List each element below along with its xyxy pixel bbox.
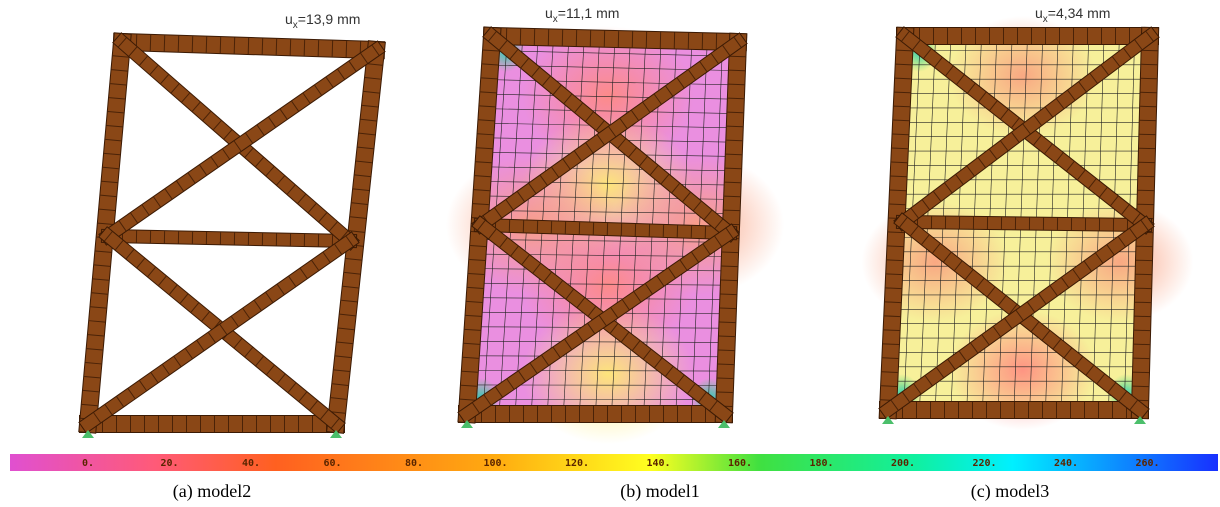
colorbar-label: 60.: [323, 458, 341, 469]
caption: (b) model1: [620, 481, 699, 502]
caption: (c) model3: [971, 481, 1049, 502]
colorbar-label: 240.: [1054, 458, 1078, 469]
beam: [481, 225, 730, 233]
symbol: u: [545, 5, 553, 21]
beam: [903, 222, 1145, 225]
displacement-label: ux=4,34 mm: [1035, 5, 1110, 25]
colorbar-label: 100.: [483, 458, 507, 469]
colorbar-label: 160.: [728, 458, 752, 469]
value: =4,34 mm: [1048, 5, 1111, 21]
colorbar-label: 20.: [160, 458, 178, 469]
captions: (a) model2 (b) model1 (c) model3: [173, 481, 1049, 502]
displacement-label: ux=11,1 mm: [545, 5, 619, 25]
panels: [82, 16, 1194, 444]
value: =13,9 mm: [298, 11, 361, 27]
colorbar-label: 200.: [891, 458, 915, 469]
caption: (a) model2: [173, 481, 251, 502]
colorbar-label: 140.: [646, 458, 670, 469]
frame-model: [82, 42, 376, 438]
colorbar-label: 40.: [242, 458, 260, 469]
colorbar-label: 180.: [809, 458, 833, 469]
beam: [492, 36, 738, 42]
symbol: u: [285, 11, 293, 27]
displacement-label: ux=13,9 mm: [285, 11, 360, 31]
figure: 0. 20. 40. 60. 80. 100. 120. 140. 160. 180. 200. 22…: [0, 0, 1220, 507]
colorbar-label: 0.: [82, 458, 94, 469]
colorbar-label: 120.: [565, 458, 589, 469]
colorbar-label: 260.: [1135, 458, 1159, 469]
colorbar-label: 80.: [405, 458, 423, 469]
value: =11,1 mm: [558, 5, 620, 21]
colorbar: [10, 454, 1218, 471]
frame-model: [446, 26, 784, 444]
colorbar-label: 220.: [972, 458, 996, 469]
symbol: u: [1035, 5, 1043, 21]
frame-model: [862, 16, 1194, 430]
